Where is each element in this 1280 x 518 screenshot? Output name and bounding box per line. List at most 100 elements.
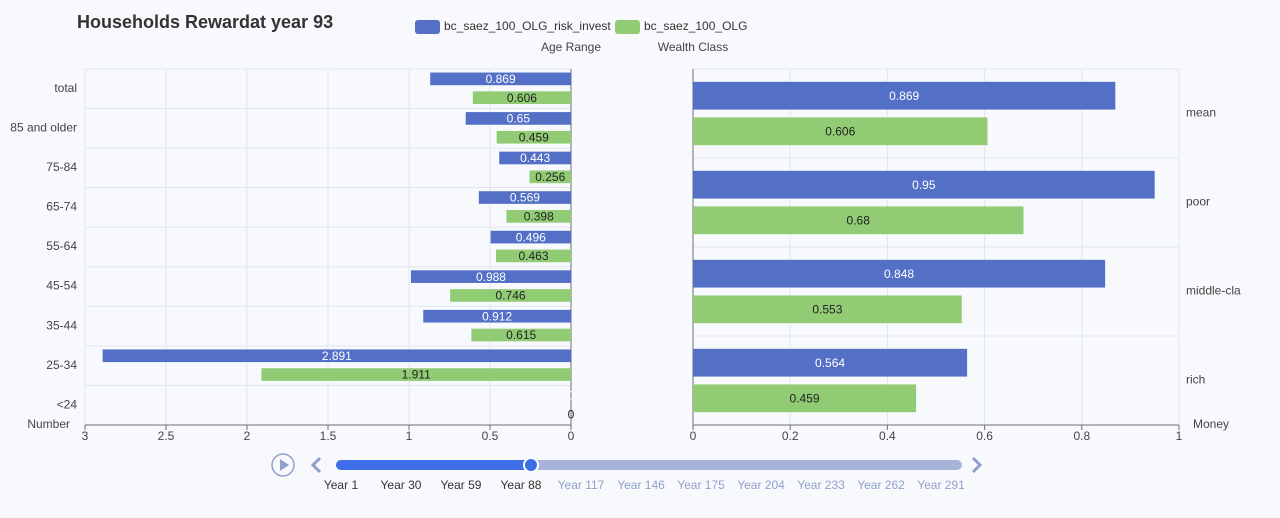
data-label: 1.911 [402,368,431,382]
bar [102,349,572,363]
timeline-label[interactable]: Year 1 [324,478,359,492]
data-label: 0 [568,407,575,421]
timeline-label[interactable]: Year 262 [857,478,905,492]
timeline-label[interactable]: Year 204 [737,478,785,492]
data-label: 0.496 [516,230,546,244]
bar [490,230,571,244]
data-label: 0.65 [507,112,531,126]
y-tick-label: 25-34 [46,358,77,372]
data-label: 0.68 [847,213,871,227]
bar [693,295,962,324]
y-tick-label: total [54,81,77,95]
data-label: 0.569 [510,191,540,205]
bar [465,112,571,125]
bar [495,249,571,263]
legend-label: bc_saez_100_OLG [644,19,747,33]
y-axis-name: Wealth Class [658,40,728,54]
bar [693,170,1155,199]
x-tick-label: 0 [568,429,575,443]
page-title: Households Rewardat year 93 [77,12,333,32]
bar [506,210,571,223]
bar [471,328,571,342]
data-label: 0 [568,388,575,402]
data-label: 0.988 [476,270,506,284]
data-label: 2.891 [322,349,352,363]
data-label: 0.869 [486,72,516,86]
y-tick-label: 55-64 [46,239,77,253]
data-label: 0.459 [519,130,549,144]
bar [478,191,571,204]
x-tick-label: 1.5 [320,429,337,443]
x-tick-label: 1 [1176,429,1183,443]
timeline-label[interactable]: Year 175 [677,478,725,492]
x-axis-name: Number [27,417,70,431]
timeline-progress [336,460,531,470]
y-tick-label: 45-54 [46,279,77,293]
y-tick-label: rich [1186,373,1205,387]
timeline-label[interactable]: Year 291 [917,478,965,492]
x-tick-label: 0.4 [879,429,896,443]
bar [430,72,571,86]
y-tick-label: 65-74 [46,200,77,214]
bar [423,309,571,323]
play-button[interactable] [271,453,295,477]
legend-swatch [615,20,640,34]
bar [693,384,917,413]
play-icon [280,459,289,471]
timeline-handle[interactable] [523,457,539,473]
bar [693,81,1116,110]
bar [693,348,968,377]
timeline-label[interactable]: Year 88 [501,478,542,492]
y-tick-label: 85 and older [10,121,77,135]
y-tick-label: 35-44 [46,318,77,332]
x-tick-label: 0.2 [782,429,799,443]
data-label: 0.615 [506,328,536,342]
y-axis-name: Age Range [541,40,601,54]
x-tick-label: 0.8 [1073,429,1090,443]
legend-swatch [415,20,440,34]
x-tick-label: 0 [690,429,697,443]
timeline-label[interactable]: Year 146 [617,478,665,492]
data-label: 0.848 [884,267,914,281]
data-label: 0.746 [496,289,526,303]
bar [693,206,1024,235]
timeline-label[interactable]: Year 30 [381,478,422,492]
legend-label: bc_saez_100_OLG_risk_invest [444,19,611,33]
data-label: 0.564 [815,356,845,370]
bar [496,130,571,144]
data-label: 0.459 [790,391,820,405]
y-tick-label: <24 [57,397,78,411]
x-tick-label: 0.5 [482,429,499,443]
y-tick-label: mean [1186,106,1216,120]
timeline-label[interactable]: Year 117 [558,478,605,492]
data-label: 0.606 [507,91,537,105]
bar [499,151,571,165]
bar [450,289,571,302]
bar [693,259,1106,288]
data-label: 0.553 [812,302,842,316]
data-label: 0.398 [524,210,554,224]
timeline-label[interactable]: Year 233 [797,478,845,492]
x-tick-label: 0.6 [976,429,993,443]
x-tick-label: 2 [244,429,251,443]
bar [472,91,571,105]
data-label: 0.606 [825,124,855,138]
data-label: 0.95 [912,178,936,192]
x-tick-label: 2.5 [158,429,175,443]
x-tick-label: 3 [82,429,89,443]
x-tick-label: 1 [406,429,413,443]
data-label: 0.869 [889,89,919,103]
bar [410,270,571,283]
data-label: 0.443 [520,151,550,165]
timeline-label[interactable]: Year 59 [441,478,482,492]
y-tick-label: middle-cla [1186,284,1241,298]
prev-button[interactable] [310,456,322,474]
bar [693,117,988,146]
bar [529,170,571,184]
data-label: 0.463 [518,249,548,263]
y-tick-label: poor [1186,195,1210,209]
y-tick-label: 75-84 [46,160,77,174]
next-button[interactable] [971,456,983,474]
data-label: 0.912 [482,309,512,323]
